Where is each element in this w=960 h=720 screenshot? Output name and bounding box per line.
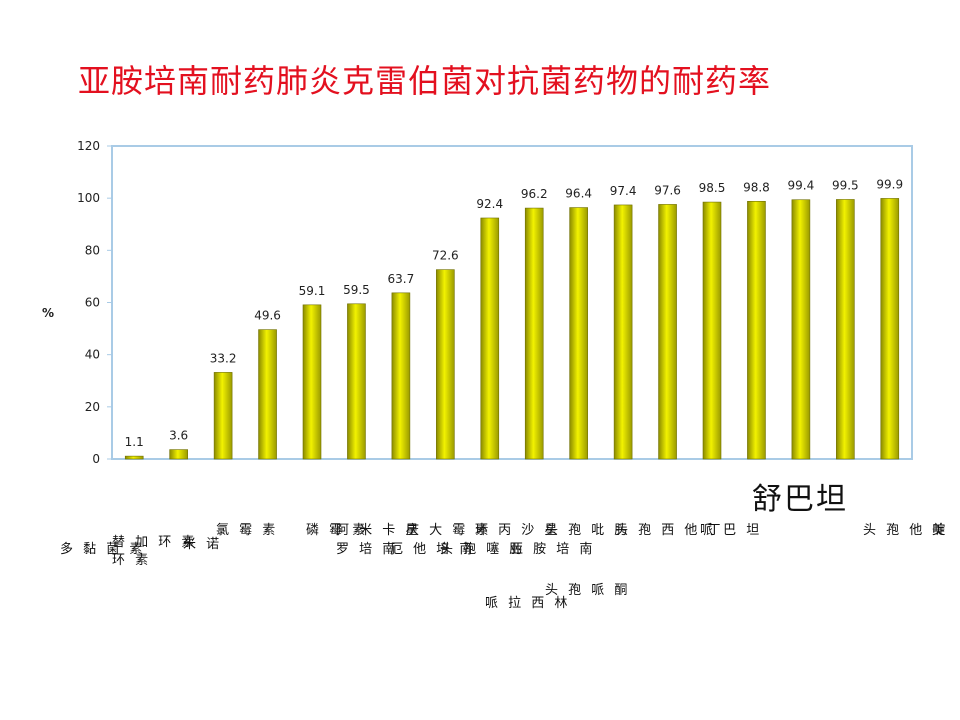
data-label: 72.6	[432, 249, 459, 263]
category-label: 美	[932, 523, 949, 538]
data-label: 98.8	[743, 180, 770, 194]
chart-title: 亚胺培南耐药肺炎克雷伯菌对抗菌药物的耐药率	[78, 62, 772, 100]
bar	[524, 207, 544, 460]
bar	[747, 200, 766, 460]
category-label: 亚 胺 培 南	[510, 542, 596, 557]
category-label: 多 黏 菌 素	[60, 542, 146, 557]
category-label: 氯 霉 素	[216, 523, 279, 538]
category-label: 哌 拉 西 林	[485, 596, 571, 611]
bar	[302, 304, 322, 460]
category-label: 罗 培 南	[336, 542, 399, 557]
y-tick-label: 120	[77, 139, 100, 153]
category-label: 头 孢 哌 酮	[545, 583, 631, 598]
category-label: 庆 大 霉 素	[406, 523, 492, 538]
data-label: 98.5	[699, 181, 726, 195]
data-label: 59.1	[299, 284, 326, 298]
category-label: 环 素	[112, 553, 152, 568]
category-label: 米 诺	[183, 537, 223, 552]
data-label: 97.4	[610, 184, 637, 198]
y-tick-label: 20	[85, 400, 100, 414]
data-label: 99.9	[876, 177, 903, 191]
data-label: 97.6	[654, 183, 681, 197]
data-label: 96.4	[565, 187, 592, 201]
category-label: 头 孢 西 他 丁	[615, 523, 724, 538]
data-label: 92.4	[476, 197, 503, 211]
category-label: 磷 霉 素	[306, 523, 369, 538]
data-label: 3.6	[169, 429, 188, 443]
bar	[436, 269, 455, 460]
bar	[347, 303, 366, 460]
category-label: 哌 巴 坦	[700, 523, 763, 538]
bar	[569, 207, 588, 460]
bar	[836, 199, 855, 460]
y-tick-label: 60	[85, 296, 100, 310]
bar	[658, 204, 677, 460]
category-label: 环 丙 沙 星	[475, 523, 561, 538]
bar	[169, 449, 188, 460]
bar	[880, 198, 900, 460]
y-tick-label: 100	[77, 191, 100, 205]
data-label: 59.5	[343, 283, 370, 297]
bar	[124, 455, 144, 460]
chart-annotation: 舒巴坦	[752, 482, 848, 517]
bar	[480, 217, 500, 460]
category-label: 头 孢 他 啶	[863, 523, 949, 538]
y-axis-label: %	[42, 306, 55, 320]
data-label: 63.7	[388, 272, 415, 286]
bar	[213, 372, 233, 460]
data-label: 1.1	[125, 435, 144, 449]
data-label: 99.4	[788, 179, 815, 193]
data-label: 96.2	[521, 187, 548, 201]
data-label: 49.6	[254, 309, 281, 323]
category-label: 厄 他 培 南	[390, 542, 476, 557]
y-tick-label: 40	[85, 348, 100, 362]
bar	[258, 329, 277, 460]
bar	[791, 199, 811, 460]
category-label: 头 孢 吡 肟	[545, 523, 631, 538]
category-label: 替 加 环 素	[112, 535, 198, 550]
category-label: 头 孢 噻 肟	[440, 542, 526, 557]
data-label: 33.2	[210, 351, 237, 365]
category-label: 阿 米 卡 星	[336, 523, 422, 538]
data-label: 99.5	[832, 178, 859, 192]
bar	[702, 201, 722, 460]
y-tick-label: 0	[92, 452, 100, 466]
y-tick-label: 80	[85, 243, 100, 257]
bar	[613, 204, 633, 460]
bar	[391, 292, 411, 460]
